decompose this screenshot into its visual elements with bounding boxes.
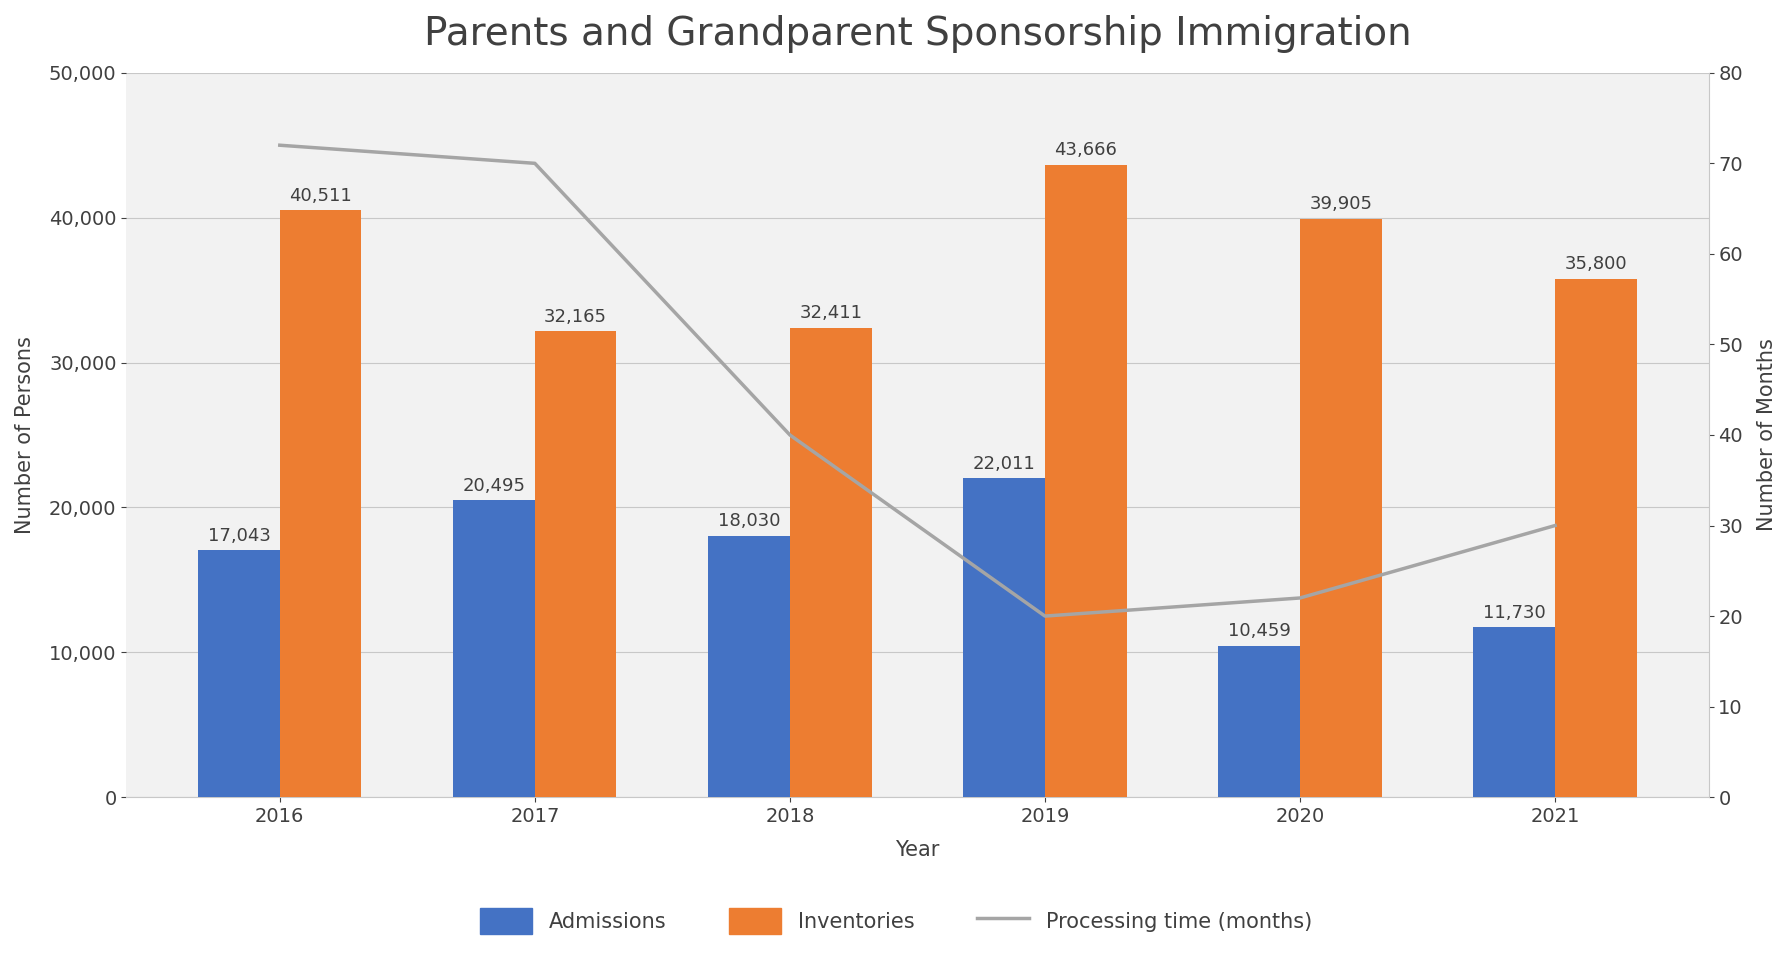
Bar	[708, 536, 790, 797]
Line: Processing time (months): Processing time (months)	[280, 145, 1555, 616]
Text: 40,511: 40,511	[289, 187, 351, 205]
Bar	[790, 328, 871, 797]
Legend: Admissions, Inventories, Processing time (months): Admissions, Inventories, Processing time…	[471, 900, 1321, 942]
Bar	[280, 210, 362, 797]
Bar	[453, 501, 534, 797]
Y-axis label: Number of Months: Number of Months	[1756, 338, 1778, 532]
Text: 39,905: 39,905	[1310, 195, 1373, 214]
Text: 20,495: 20,495	[462, 476, 525, 495]
Text: 32,165: 32,165	[545, 307, 607, 326]
Bar	[1473, 627, 1555, 797]
Bar	[964, 478, 1045, 797]
Bar	[1299, 219, 1382, 797]
Text: 17,043: 17,043	[208, 527, 271, 544]
Processing time (months)	[269, 139, 290, 151]
Y-axis label: Number of Persons: Number of Persons	[14, 336, 36, 534]
Text: 18,030: 18,030	[719, 512, 780, 531]
Bar	[1555, 279, 1636, 797]
Text: 32,411: 32,411	[799, 304, 862, 322]
Text: 43,666: 43,666	[1054, 141, 1116, 159]
Processing time (months)	[780, 430, 801, 441]
X-axis label: Year: Year	[896, 840, 939, 860]
Text: 35,800: 35,800	[1564, 255, 1627, 273]
Processing time (months)	[1545, 520, 1566, 532]
Title: Parents and Grandparent Sponsorship Immigration: Parents and Grandparent Sponsorship Immi…	[423, 15, 1412, 53]
Processing time (months)	[1288, 592, 1310, 604]
Bar	[534, 331, 616, 797]
Bar	[199, 550, 280, 797]
Bar	[1045, 164, 1127, 797]
Processing time (months)	[1034, 610, 1055, 622]
Text: 11,730: 11,730	[1484, 604, 1546, 622]
Text: 10,459: 10,459	[1228, 622, 1290, 641]
Bar	[1219, 645, 1299, 797]
Text: 22,011: 22,011	[973, 455, 1036, 472]
Processing time (months)	[523, 157, 545, 169]
